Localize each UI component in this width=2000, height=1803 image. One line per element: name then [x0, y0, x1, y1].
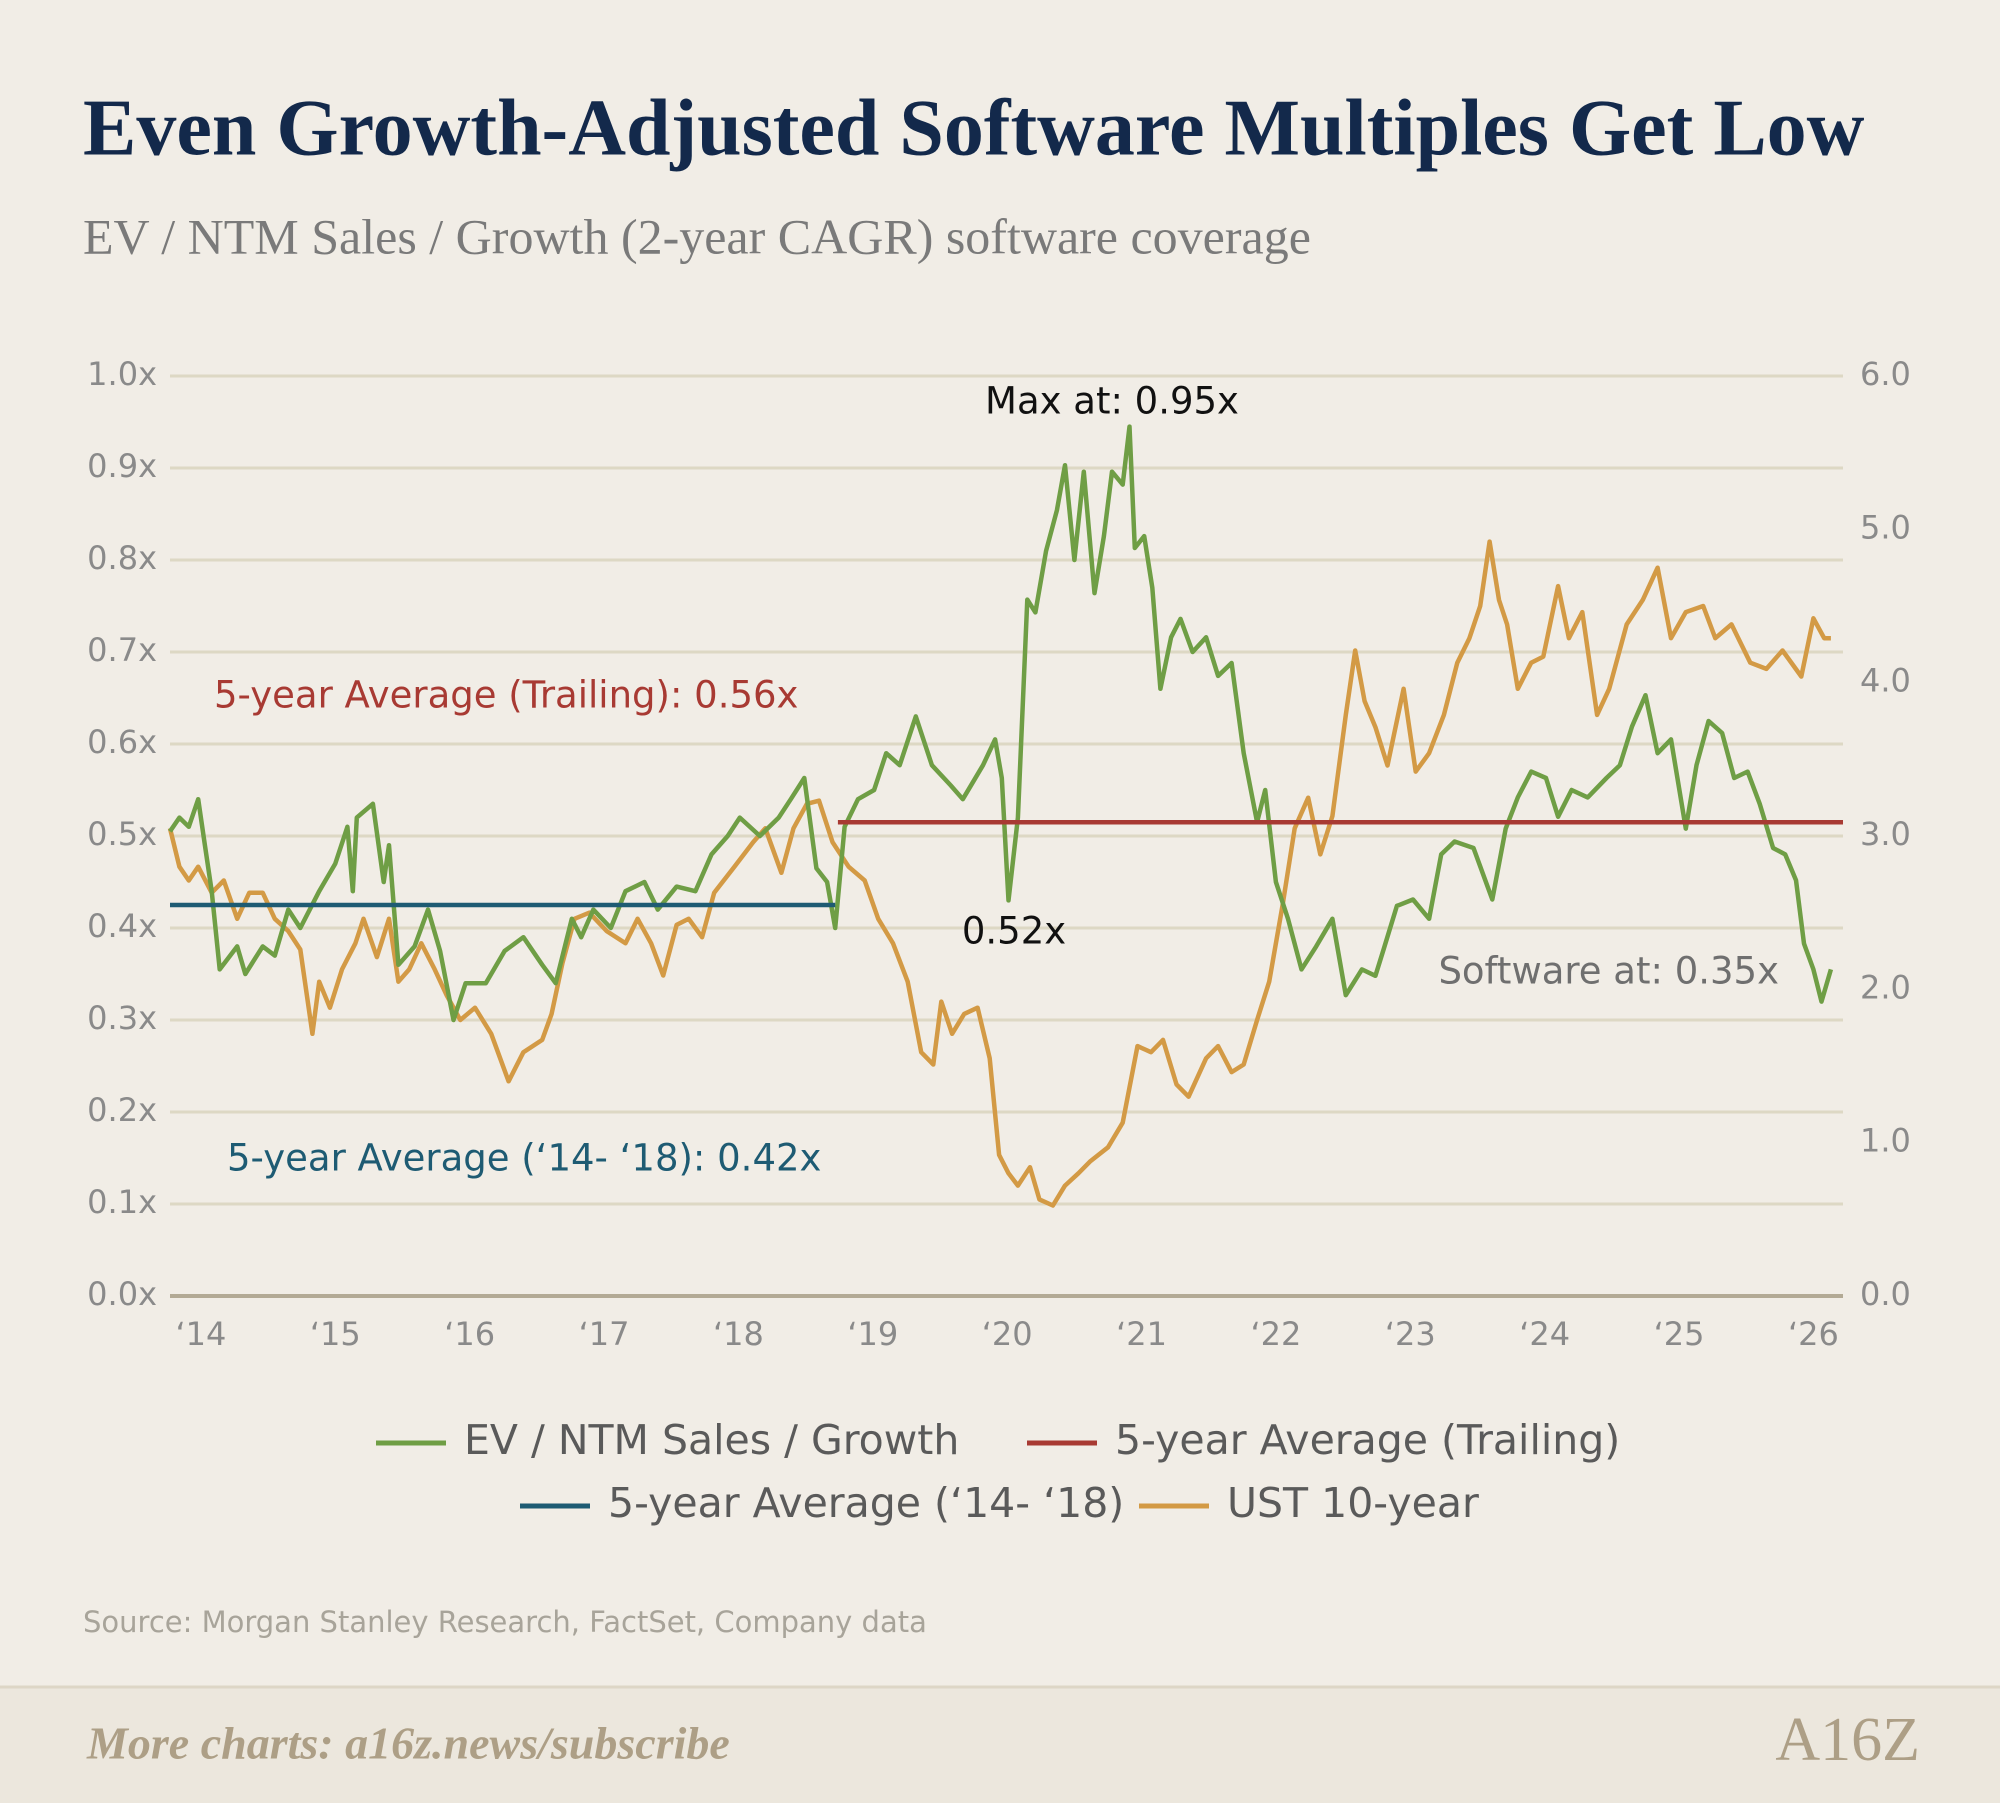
legend-label: 5-year Average (Trailing) — [1115, 1416, 1620, 1464]
x-tick-label: ‘18 — [713, 1315, 764, 1353]
y-tick-label: 0.4x — [87, 907, 157, 945]
chart-subtitle: EV / NTM Sales / Growth (2-year CAGR) so… — [83, 208, 1311, 264]
annotation: 5-year Average (‘14- ‘18): 0.42x — [227, 1137, 821, 1180]
x-tick-label: ‘17 — [579, 1315, 630, 1353]
x-tick-label: ‘16 — [444, 1315, 495, 1353]
y-tick-label: 1.0x — [87, 355, 157, 393]
x-tick-label: ‘15 — [310, 1315, 361, 1353]
y2-tick-label: 5.0 — [1860, 508, 1911, 546]
chart-title: Even Growth-Adjusted Software Multiples … — [83, 84, 1865, 172]
legend-label: UST 10-year — [1227, 1479, 1479, 1527]
y-tick-label: 0.5x — [87, 815, 157, 853]
y-tick-label: 0.1x — [87, 1183, 157, 1221]
x-tick-label: ‘21 — [1116, 1315, 1167, 1353]
x-tick-label: ‘14 — [175, 1315, 226, 1353]
x-tick-label: ‘19 — [847, 1315, 898, 1353]
x-tick-label: ‘23 — [1385, 1315, 1436, 1353]
legend-label: EV / NTM Sales / Growth — [464, 1416, 959, 1464]
annotation: 0.52x — [962, 910, 1066, 953]
y2-tick-label: 2.0 — [1860, 968, 1911, 1006]
x-tick-label: ‘24 — [1519, 1315, 1570, 1353]
annotation: 5-year Average (Trailing): 0.56x — [214, 674, 798, 717]
series-line — [168, 424, 1834, 1023]
y2-tick-label: 1.0 — [1860, 1122, 1911, 1160]
y2-tick-label: 0.0 — [1860, 1275, 1911, 1313]
y2-tick-label: 4.0 — [1860, 662, 1911, 700]
x-tick-label: ‘25 — [1654, 1315, 1705, 1353]
annotation: Software at: 0.35x — [1438, 950, 1779, 993]
x-tick-label: ‘26 — [1788, 1315, 1839, 1353]
y-tick-label: 0.9x — [87, 447, 157, 485]
y-tick-label: 0.8x — [87, 539, 157, 577]
x-tick-label: ‘20 — [982, 1315, 1033, 1353]
y-tick-label: 0.7x — [87, 631, 157, 669]
footer-band — [0, 1686, 2000, 1803]
annotation: Max at: 0.95x — [985, 380, 1239, 423]
y-tick-label: 0.0x — [87, 1275, 157, 1313]
series-line — [167, 539, 1831, 1208]
footer-link[interactable]: More charts: a16z.news/subscribe — [86, 1718, 730, 1769]
legend-label: 5-year Average (‘14- ‘18) — [608, 1479, 1124, 1527]
y2-tick-label: 6.0 — [1860, 355, 1911, 393]
y-tick-label: 0.2x — [87, 1091, 157, 1129]
x-tick-label: ‘22 — [1250, 1315, 1301, 1353]
y2-tick-label: 3.0 — [1860, 815, 1911, 853]
y-tick-label: 0.6x — [87, 723, 157, 761]
logo: A16Z — [1775, 1706, 1920, 1774]
source: Source: Morgan Stanley Research, FactSet… — [83, 1605, 927, 1639]
y-tick-label: 0.3x — [87, 999, 157, 1037]
